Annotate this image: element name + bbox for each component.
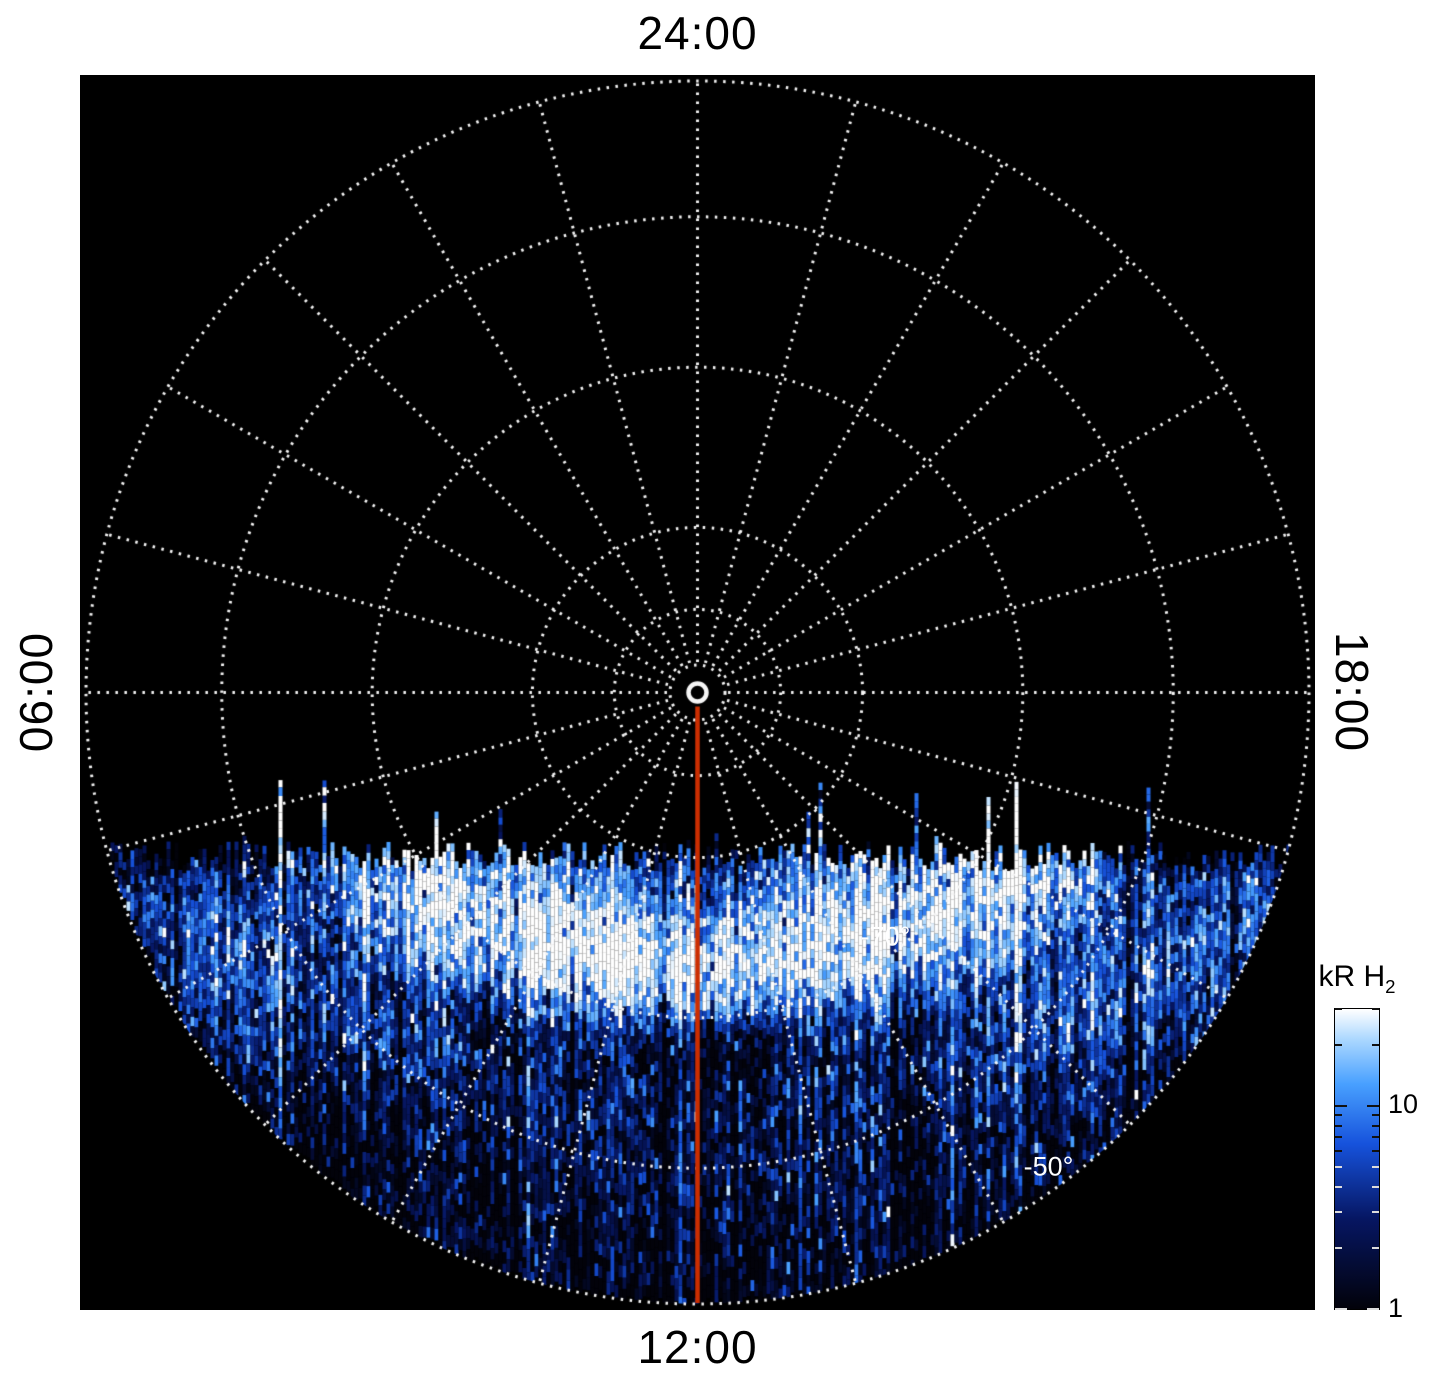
colorbar-tick (1335, 1246, 1342, 1249)
hour-label-1800: 18:00 (1326, 631, 1378, 753)
colorbar-tick (1335, 1043, 1342, 1046)
colorbar-tick (1372, 1166, 1379, 1169)
colorbar-tick (1367, 1308, 1379, 1310)
colorbar-tick (1372, 1246, 1379, 1249)
colorbar-tick-labels: 10 1 (1388, 1008, 1444, 1322)
colorbar-tick (1335, 1308, 1347, 1310)
ring-label-1: -50° (1023, 1151, 1074, 1182)
colorbar: kR H2 10 1 (1318, 960, 1446, 1323)
colorbar-tick (1335, 1149, 1342, 1152)
hour-label-2400: 24:00 (637, 7, 758, 59)
colorbar-tick (1372, 1124, 1379, 1127)
colorbar-tick (1372, 1008, 1379, 1010)
colorbar-tick (1335, 1211, 1342, 1214)
colorbar-tick (1372, 1149, 1379, 1152)
polar-heatmap-canvas (80, 75, 1315, 1310)
hour-label-0600: 06:00 (10, 631, 62, 753)
colorbar-title: kR H2 (1292, 960, 1422, 998)
colorbar-title-text: kR H (1318, 960, 1386, 993)
ring-label-0: -70° (860, 921, 911, 952)
colorbar-tick (1335, 1008, 1342, 1010)
colorbar-tick (1372, 1114, 1379, 1117)
colorbar-bar (1334, 1008, 1380, 1310)
polar-plot: -70° -50° (80, 75, 1315, 1310)
colorbar-tick (1335, 1124, 1342, 1127)
colorbar-tick (1335, 1136, 1342, 1139)
colorbar-tick (1372, 1211, 1379, 1214)
hour-label-1200: 12:00 (637, 1321, 758, 1373)
colorbar-tick (1372, 1136, 1379, 1139)
colorbar-tick (1335, 1166, 1342, 1169)
colorbar-tick (1372, 1043, 1379, 1046)
colorbar-title-sub: 2 (1385, 976, 1396, 997)
colorbar-tick-label: 1 (1388, 1292, 1404, 1323)
colorbar-tick-label: 10 (1388, 1088, 1419, 1119)
colorbar-tick (1335, 1185, 1342, 1188)
colorbar-ticks (1335, 1008, 1379, 1310)
colorbar-tick (1335, 1114, 1342, 1117)
colorbar-tick (1335, 1104, 1347, 1107)
colorbar-tick (1367, 1104, 1379, 1107)
colorbar-tick (1372, 1185, 1379, 1188)
